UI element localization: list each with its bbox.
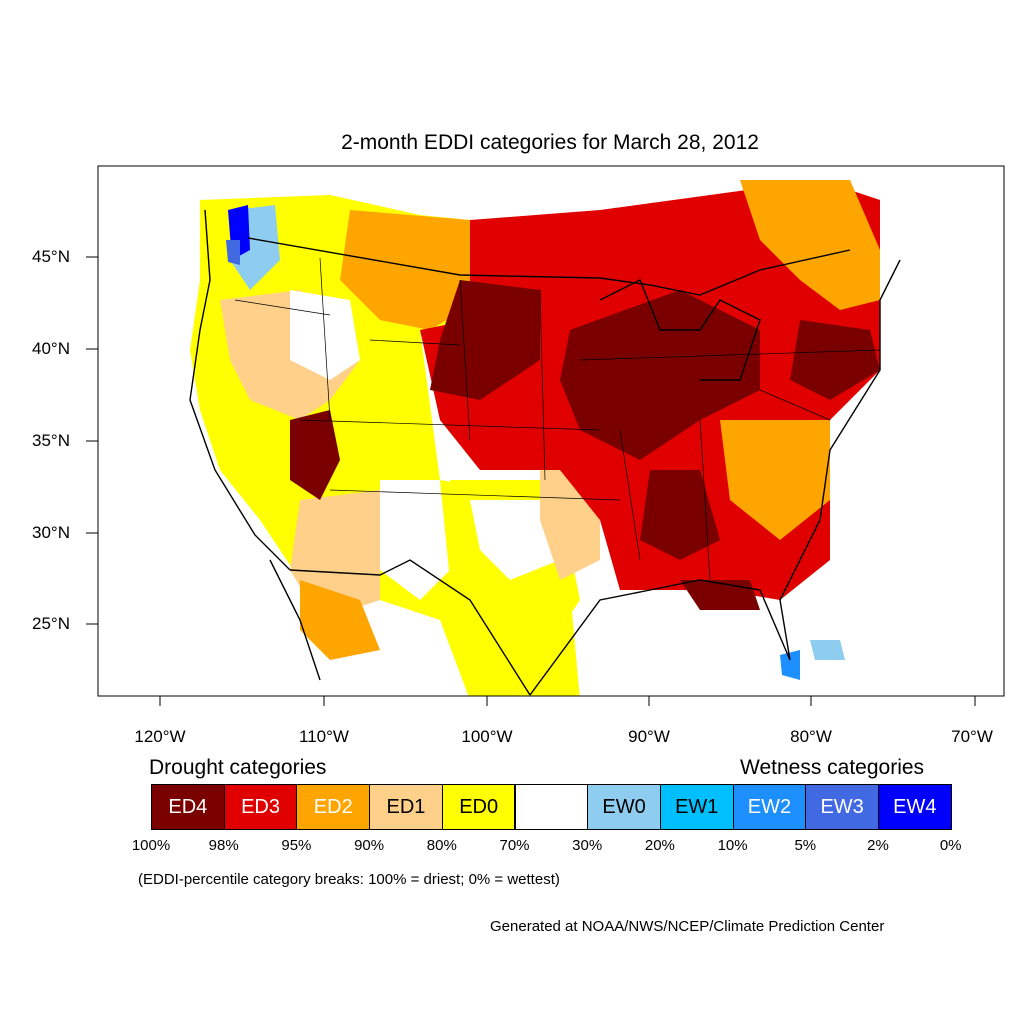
lon-label-120: 120°W	[134, 727, 186, 746]
legend-swatch-ed4: ED4	[151, 784, 225, 830]
lon-label-100: 100°W	[461, 727, 513, 746]
legend-swatch-ed3: ED3	[223, 784, 298, 830]
ed4-great-basin	[290, 410, 340, 500]
legend-break-label: 98%	[208, 837, 239, 854]
mexico-border	[289, 559, 531, 696]
legend-swatch-ed0: ED0	[441, 784, 516, 830]
legend-swatch-ew4: EW4	[878, 784, 952, 830]
ed4-northeast	[790, 320, 880, 400]
legend-break-label: 5%	[794, 837, 817, 854]
legend-break-label: 20%	[644, 837, 675, 854]
lat-label-45: 45°N	[32, 247, 70, 266]
lat-label-35: 35°N	[32, 431, 70, 450]
axis-ticks	[86, 256, 976, 706]
legend-break-label: 90%	[354, 837, 385, 854]
lon-label-90: 90°W	[628, 727, 670, 746]
legend-break-label: 0%	[939, 837, 962, 854]
category-note: (EDDI-percentile category breaks: 100% =…	[138, 871, 560, 888]
lon-label-80: 80°W	[790, 727, 832, 746]
ed4-southeast	[640, 470, 720, 560]
white-texas	[470, 500, 560, 580]
drought-heading: Drought categories	[149, 756, 327, 779]
ed4-midwest	[560, 290, 760, 460]
map-title: 2-month EDDI categories for March 28, 20…	[341, 131, 759, 154]
ed4-dakotas	[430, 280, 540, 400]
credit-line: Generated at NOAA/NWS/NCEP/Climate Predi…	[490, 918, 885, 935]
legend-break-label: 100%	[131, 837, 171, 854]
lat-label-30: 30°N	[32, 523, 70, 542]
ed2-mexico	[300, 580, 380, 660]
lat-label-40: 40°N	[32, 339, 70, 358]
legend-swatch-neutral	[514, 784, 589, 830]
map-frame	[97, 165, 1005, 697]
gulf-coast	[529, 579, 791, 696]
ew2-florida	[780, 650, 800, 680]
ed4-gulf	[680, 580, 760, 610]
legend-break-label: 10%	[717, 837, 748, 854]
legend-break-label: 30%	[572, 837, 603, 854]
lon-label-110: 110°W	[299, 727, 349, 746]
east-coast	[779, 259, 901, 661]
west-coast	[189, 209, 291, 571]
boundaries	[189, 209, 901, 696]
ed2-northeast	[740, 180, 880, 310]
legend-swatch-ed1: ED1	[369, 784, 443, 830]
great-lakes	[599, 279, 761, 381]
ew0-bahamas	[810, 640, 845, 660]
baja-coast	[269, 559, 321, 681]
white-southwest	[380, 480, 460, 600]
lon-label-70: 70°W	[951, 727, 993, 746]
state-lines	[234, 257, 881, 581]
us-canada-border	[247, 237, 851, 296]
legend-break-label: 95%	[281, 837, 312, 854]
land-west-ed2	[340, 210, 480, 330]
legend-break-label: 80%	[426, 837, 457, 854]
legend-swatch-ew2: EW2	[732, 784, 807, 830]
wetness-heading: Wetness categories	[740, 756, 925, 779]
legend-swatch-ew3: EW3	[805, 784, 879, 830]
category-shading	[190, 180, 880, 696]
lat-label-25: 25°N	[32, 614, 70, 633]
legend-swatch-ew1: EW1	[659, 784, 734, 830]
ew3-northwest	[226, 240, 240, 265]
legend-swatch-ed2: ED2	[296, 784, 371, 830]
ed2-southeast	[720, 420, 830, 540]
legend-break-label: 70%	[499, 837, 530, 854]
legend-break-label: 2%	[867, 837, 889, 854]
legend-swatch-ew0: EW0	[587, 784, 661, 830]
